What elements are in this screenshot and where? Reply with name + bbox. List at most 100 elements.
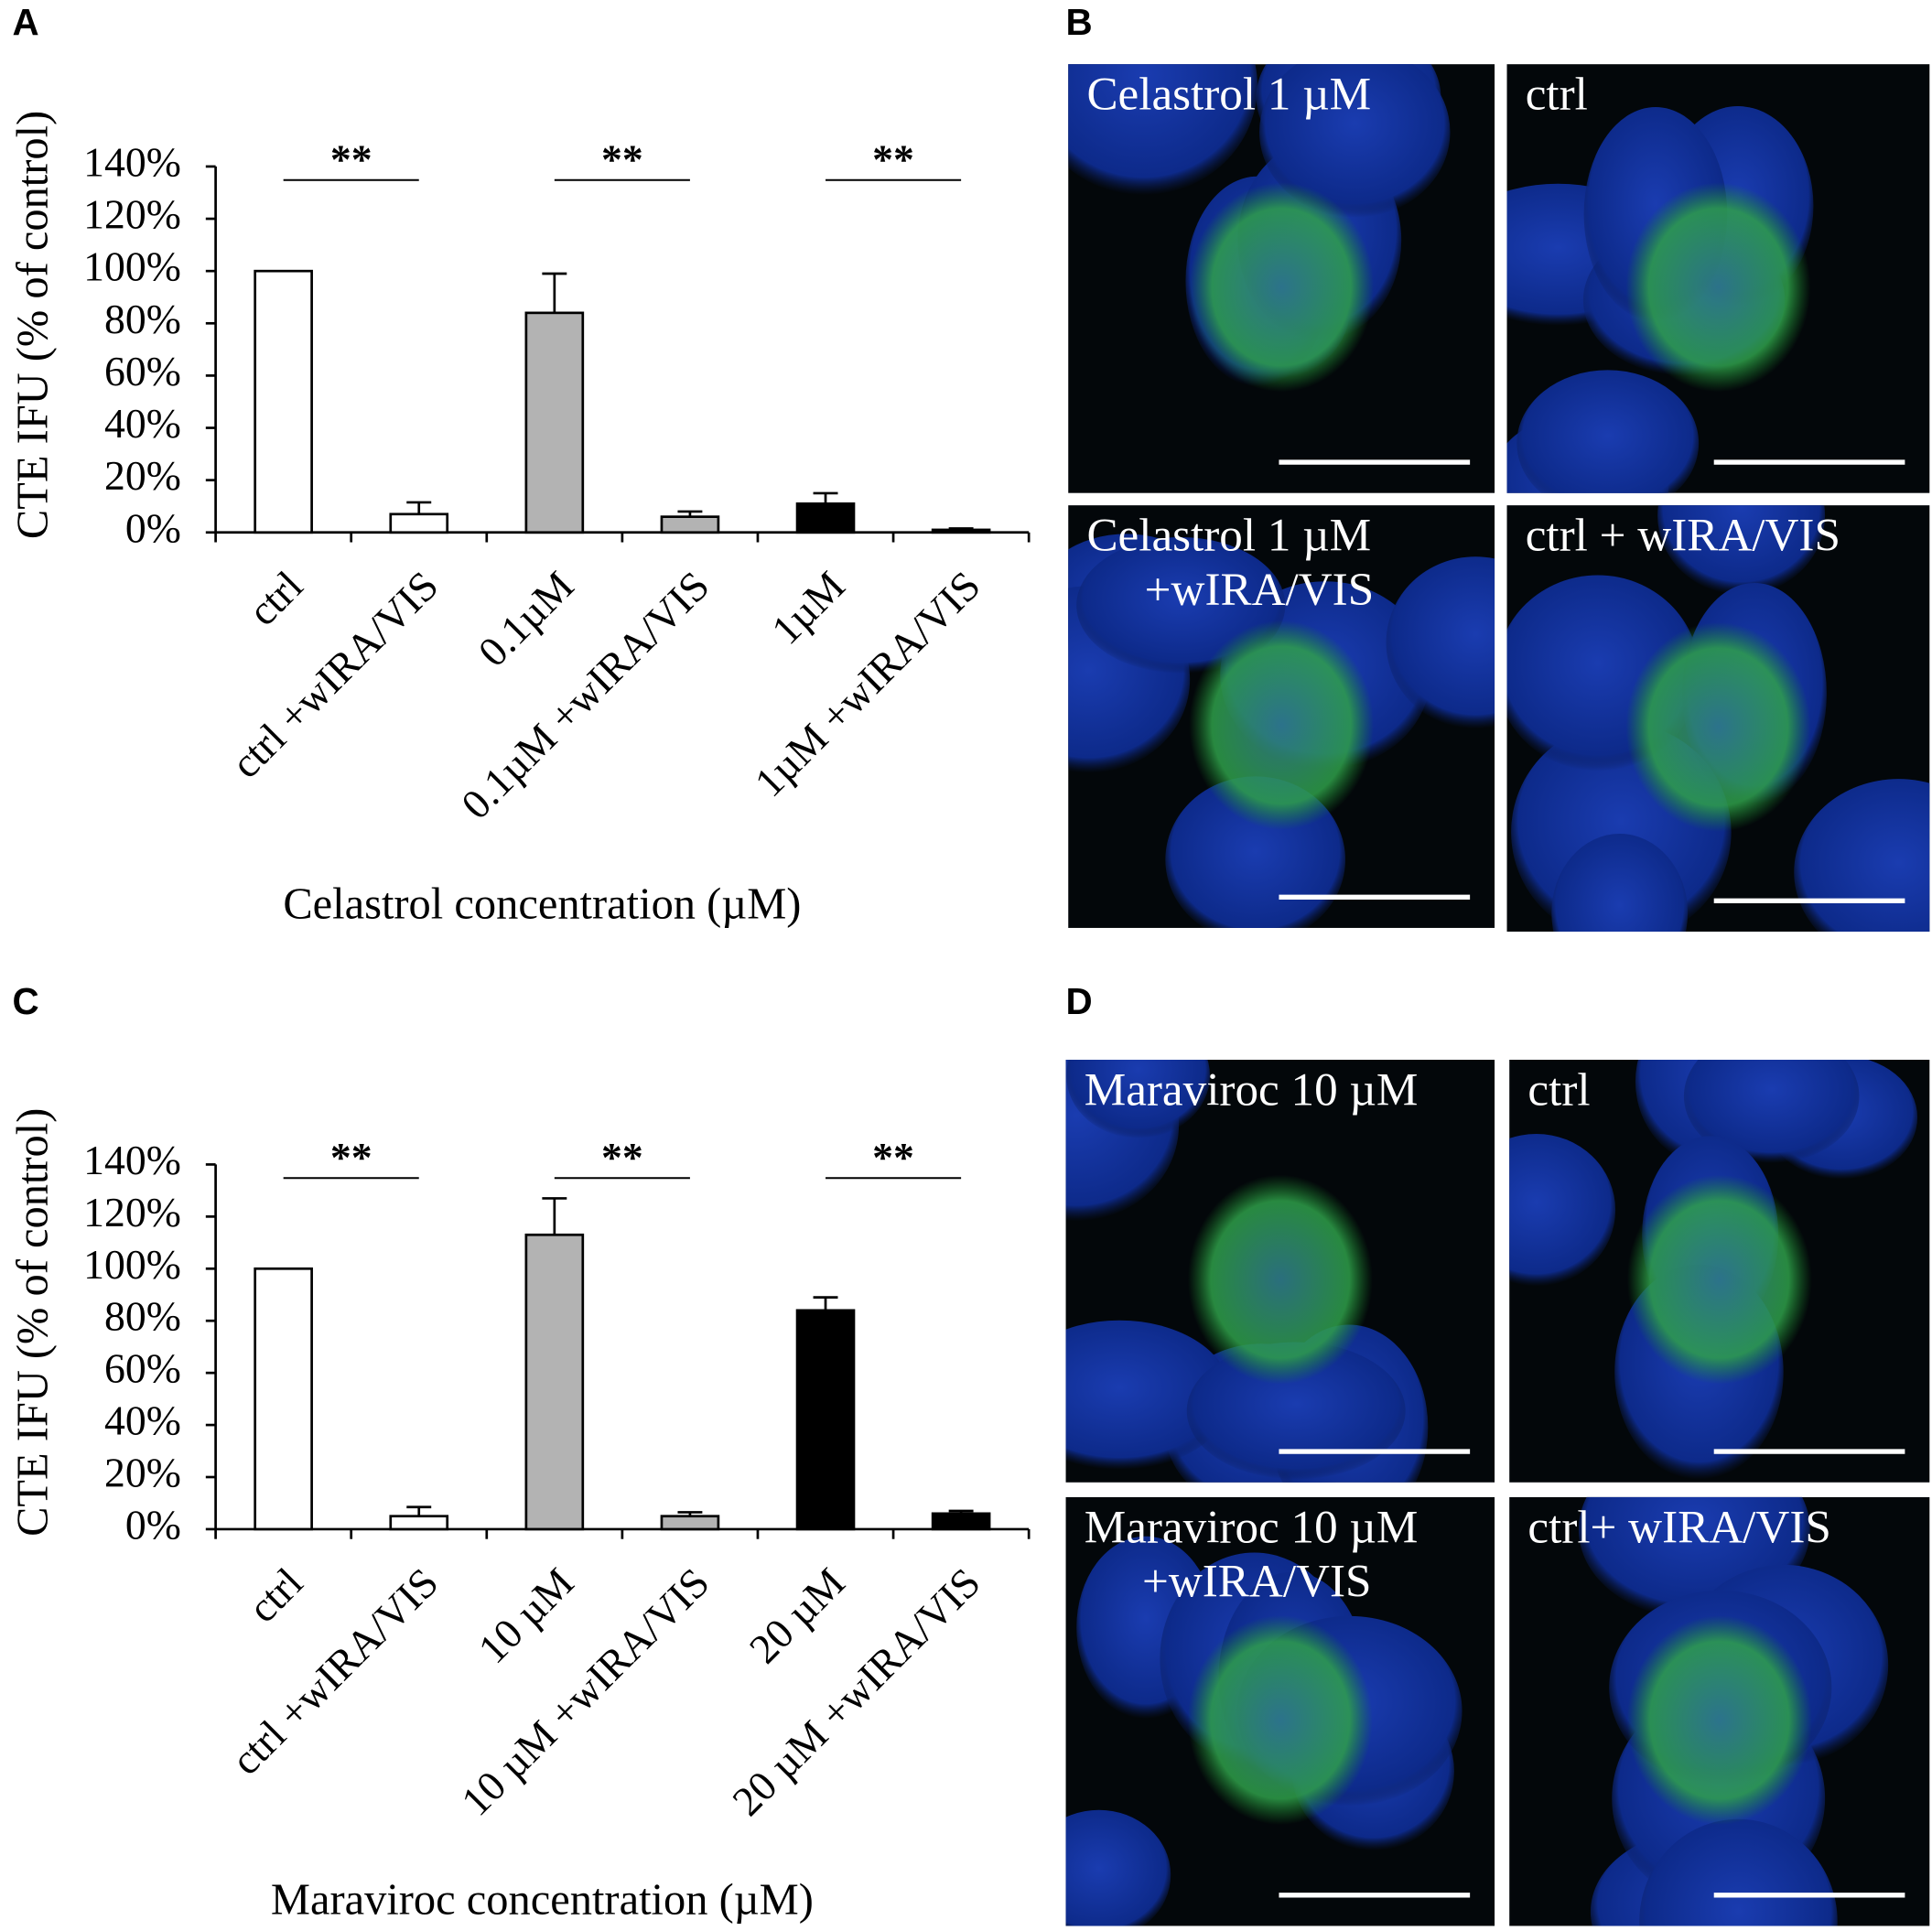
infected-cell [1189, 620, 1375, 830]
y-tick-label: 0% [125, 1501, 181, 1548]
nucleus [1509, 1133, 1616, 1287]
nucleus [1516, 370, 1700, 493]
micrograph: ctrl+ wIRA/VIS [1509, 1496, 1930, 1926]
micrograph: ctrl [1506, 64, 1930, 493]
nucleus [1186, 1342, 1406, 1480]
error-bar [406, 1505, 432, 1516]
cells [1068, 64, 1451, 393]
panel-label: D [1066, 980, 1093, 1022]
infected-cell [1187, 1615, 1373, 1825]
panel-label: C [12, 980, 38, 1022]
bar [524, 1233, 585, 1531]
nucleus [1065, 1320, 1232, 1470]
y-tick-label: 100% [83, 243, 181, 290]
y-tick-label: 20% [104, 1450, 181, 1496]
y-tick-label: 60% [104, 1345, 181, 1392]
error-bar [677, 1511, 703, 1516]
significance-label: ** [330, 136, 372, 183]
micrograph: Celastrol 1 µM+wIRA/VIS [1068, 505, 1495, 928]
y-axis-title: CTE IFU (% of control) [9, 111, 58, 539]
infected-cell [1189, 182, 1375, 393]
nucleus [1657, 505, 1826, 595]
micrograph-caption: +wIRA/VIS [1142, 1556, 1371, 1608]
error-bar [948, 1509, 974, 1514]
bar [389, 512, 449, 534]
x-tick-label: 0.1µM +wIRA/VIS [452, 562, 718, 828]
nucleus [1066, 1059, 1211, 1138]
x-tick-label: 20 µM [740, 1559, 854, 1672]
y-axis-title: CTE IFU (% of control) [9, 1108, 58, 1537]
significance-label: ** [872, 1134, 914, 1181]
error-bar [406, 501, 432, 514]
micrograph-caption: ctrl [1527, 1063, 1590, 1116]
bar [524, 311, 585, 534]
micrograph-caption: Celastrol 1 µM [1086, 510, 1371, 562]
significance-label: ** [601, 136, 643, 183]
infected-cell [1626, 1174, 1812, 1385]
nucleus [1551, 834, 1689, 932]
significance-label: ** [330, 1134, 372, 1181]
y-tick-label: 60% [104, 348, 181, 394]
x-tick-label: ctrl [239, 562, 311, 634]
micrograph-caption: ctrl + wIRA/VIS [1526, 510, 1840, 562]
error-bar [813, 491, 838, 504]
micrograph: Maraviroc 10 µM [1065, 1059, 1495, 1483]
bar [389, 1515, 449, 1531]
bar [254, 269, 313, 534]
cells [1506, 106, 1814, 493]
micrograph-caption: ctrl+ wIRA/VIS [1527, 1501, 1830, 1553]
x-tick-label: ctrl [239, 1559, 311, 1631]
micrograph: Celastrol 1 µM [1068, 64, 1495, 493]
x-tick-label: 20 µM +wIRA/VIS [723, 1559, 989, 1825]
cells [1509, 1059, 1918, 1480]
x-tick-label: 10 µM [470, 1559, 583, 1672]
micrograph-caption: Maraviroc 10 µM [1085, 1501, 1419, 1553]
bar [795, 1309, 856, 1531]
y-tick-label: 0% [125, 504, 181, 551]
error-bar [813, 1296, 838, 1311]
y-tick-label: 100% [83, 1241, 181, 1288]
significance-label: ** [601, 1134, 643, 1181]
y-tick-label: 120% [83, 191, 181, 238]
micrograph-caption: Maraviroc 10 µM [1085, 1063, 1419, 1116]
nucleus [1794, 779, 1930, 932]
bar [660, 515, 720, 534]
y-tick-label: 120% [83, 1189, 181, 1235]
nucleus [1068, 64, 1257, 196]
panel-label: B [1066, 1, 1093, 43]
bar [931, 1512, 991, 1531]
micrograph: ctrl [1509, 1059, 1930, 1483]
nucleus [1683, 1059, 1860, 1164]
bar [795, 502, 856, 534]
micrograph-caption: Celastrol 1 µM [1086, 69, 1371, 121]
cells [1065, 1536, 1462, 1926]
y-tick-label: 40% [104, 1397, 181, 1444]
y-tick-label: 20% [104, 452, 181, 499]
error-bar [677, 510, 703, 517]
infected-cell [1626, 1615, 1812, 1825]
nucleus [1065, 1809, 1171, 1926]
error-bar [542, 272, 567, 313]
x-tick-label: 1µM [762, 562, 854, 653]
error-bar [948, 527, 974, 530]
x-axis-title: Maraviroc concentration (µM) [271, 1875, 814, 1924]
micrograph: Maraviroc 10 µM+wIRA/VIS [1065, 1496, 1495, 1926]
y-tick-label: 80% [104, 1293, 181, 1340]
bar [931, 528, 991, 534]
error-bar [542, 1197, 567, 1235]
x-tick-label: 0.1µM [470, 562, 583, 675]
cells [1068, 534, 1495, 928]
bar [660, 1515, 720, 1531]
micrograph-caption: +wIRA/VIS [1145, 564, 1374, 616]
infected-cell [1625, 182, 1811, 393]
nucleus [1639, 1818, 1838, 1926]
x-tick-label: 1µM +wIRA/VIS [746, 562, 989, 805]
x-tick-label: 10 µM +wIRA/VIS [452, 1559, 718, 1825]
significance-label: ** [872, 136, 914, 183]
panel-label: A [12, 1, 38, 43]
bar [254, 1267, 313, 1531]
micrograph-caption: ctrl [1526, 69, 1588, 121]
micrograph: ctrl + wIRA/VIS [1506, 505, 1930, 932]
